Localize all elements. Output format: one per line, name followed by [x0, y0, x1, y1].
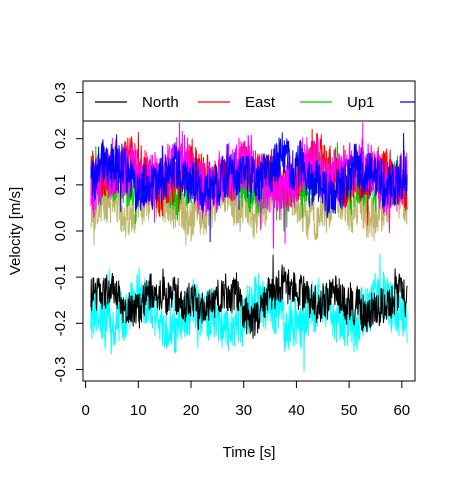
- y-axis: -0.3 -0.2 -0.1 0.0 0.1 0.2 0.3: [52, 82, 84, 383]
- y-tick-label: -0.1: [52, 264, 69, 290]
- x-tick-label: 50: [341, 402, 358, 419]
- series-layer: [90, 122, 408, 372]
- y-tick-label: 0.3: [52, 82, 69, 103]
- x-axis: 0 10 20 30 40 50 60: [81, 380, 410, 419]
- plot-frame: [82, 80, 416, 382]
- legend-label: North: [142, 94, 179, 111]
- legend: North East Up1: [95, 94, 415, 111]
- x-tick-label: 20: [183, 402, 200, 419]
- y-tick-label: 0.2: [52, 128, 69, 149]
- y-tick-label: -0.2: [52, 310, 69, 336]
- y-tick-label: -0.3: [52, 357, 69, 383]
- y-axis-label: Velocity [m/s]: [7, 187, 24, 275]
- legend-label: East: [245, 94, 276, 111]
- x-tick-label: 30: [235, 402, 252, 419]
- y-tick-label: 0.1: [52, 174, 69, 195]
- x-tick-label: 0: [81, 402, 89, 419]
- x-axis-label: Time [s]: [223, 444, 276, 461]
- legend-entry: Up1: [300, 94, 375, 111]
- series-line: [90, 132, 408, 243]
- legend-entry: East: [198, 94, 276, 111]
- x-tick-label: 10: [130, 402, 147, 419]
- legend-label: Up1: [347, 94, 375, 111]
- x-tick-label: 40: [288, 402, 305, 419]
- x-tick-label: 60: [393, 402, 410, 419]
- y-tick-label: 0.0: [52, 221, 69, 242]
- series-line: [90, 254, 408, 339]
- legend-entry: North: [95, 94, 179, 111]
